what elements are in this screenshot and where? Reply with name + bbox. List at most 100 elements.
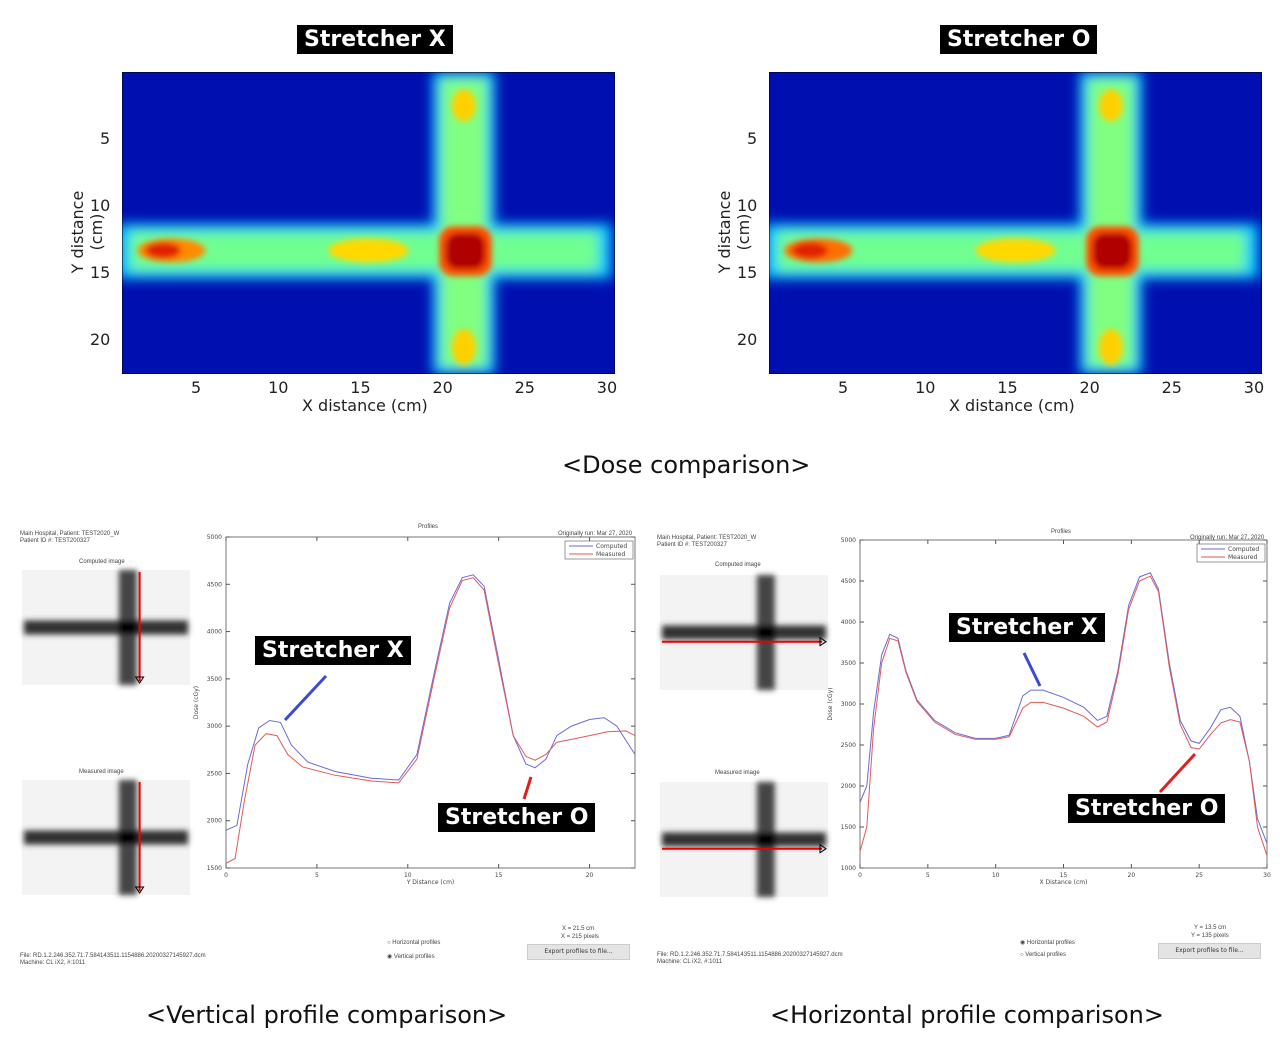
caption-dose: <Dose comparison> xyxy=(562,451,811,479)
legend-label: Measured xyxy=(1228,554,1258,561)
legend-label: Computed xyxy=(596,543,627,550)
arrow-icon xyxy=(819,636,827,647)
x-tick-label: 5 xyxy=(315,872,319,879)
hot-spot xyxy=(1098,329,1123,366)
y-tick-label: 15 xyxy=(737,263,758,283)
center-spot xyxy=(445,233,486,270)
file-name: File: RD.1.2.246.352.71.7.584143511.1154… xyxy=(20,953,206,959)
export-button[interactable]: Export profiles to file... xyxy=(1158,943,1261,959)
series-line-computed xyxy=(225,574,636,831)
y-axis-label: Y distance (cm) xyxy=(715,190,753,274)
x-axis-label: X distance (cm) xyxy=(949,396,1075,415)
x-tick-label: 5 xyxy=(837,378,849,397)
hot-spot xyxy=(1098,89,1123,122)
y-tick-label: 20 xyxy=(737,330,758,350)
y-tick-label: 5 xyxy=(100,129,111,149)
x-tick-label: 20 xyxy=(1079,378,1100,397)
y-axis-label: Dose (cGy) xyxy=(193,686,200,719)
thumbnail-center xyxy=(118,620,137,635)
y-tick-label: 5000 xyxy=(841,537,856,544)
position-pixels: X = 215 pixels xyxy=(561,934,599,940)
machine: Machine: CL iX2, #:1011 xyxy=(657,959,723,965)
radio-label: Horizontal profiles xyxy=(392,940,441,946)
caption-horizontal: <Horizontal profile comparison> xyxy=(770,1001,1164,1029)
x-tick-label: 30 xyxy=(1243,378,1265,397)
radio-horizontal[interactable]: ○ Horizontal profiles xyxy=(387,940,441,946)
originally-run: Originally run: Mar 27, 2020 xyxy=(558,531,633,537)
heatmap-background xyxy=(122,72,615,374)
x-tick-label: 15 xyxy=(495,872,503,879)
y-tick-label: 10 xyxy=(90,196,111,216)
radio-vertical[interactable]: ◉ Vertical profiles xyxy=(387,954,435,960)
heatmap-stretcher-o xyxy=(769,72,1262,374)
heatmap-title: Stretcher O xyxy=(940,25,1098,54)
annotation-stretcher-x: Stretcher X xyxy=(949,613,1105,642)
header-hospital: Main Hospital, Patient: TEST2020_W xyxy=(657,535,757,541)
position-cm: X = 21.5 cm xyxy=(562,926,595,932)
arrow-icon xyxy=(134,676,145,684)
hot-spot xyxy=(975,238,1056,263)
caption-vertical: <Vertical profile comparison> xyxy=(146,1001,508,1029)
annotation-stretcher-o: Stretcher O xyxy=(438,803,596,832)
annotation-stretcher-x: Stretcher X xyxy=(255,636,411,665)
hot-spot xyxy=(145,242,182,259)
thumbnail-cross xyxy=(24,570,188,685)
y-tick-label: 15 xyxy=(90,263,111,283)
pointer-stretcher-x xyxy=(1022,652,1042,687)
x-tick-label: 25 xyxy=(1161,378,1182,397)
hot-spots xyxy=(137,89,492,366)
header-patient-id: Patient ID #: TEST200327 xyxy=(20,538,90,544)
x-tick-label: 10 xyxy=(915,378,936,397)
export-button[interactable]: Export profiles to file... xyxy=(527,944,630,960)
profile-plot-horizontal: 0 5 10 15 20 25 30 1000 1500 2000 2500 3000 3500 4000… xyxy=(827,537,1271,886)
arrow-icon xyxy=(134,886,145,894)
x-tick-label: 15 xyxy=(350,378,371,397)
thumbnail-horizontal-band xyxy=(662,625,826,640)
series-line-measured xyxy=(859,575,1268,856)
hot-spots xyxy=(784,89,1139,366)
thumbnail-cross xyxy=(662,575,826,690)
thumbnail-horizontal-band xyxy=(24,830,188,845)
x-tick-label: 30 xyxy=(596,378,618,397)
x-tick-label: 10 xyxy=(992,872,1000,879)
radio-horizontal[interactable]: ◉ Horizontal profiles xyxy=(1020,940,1075,946)
y-axis-label: Y distance (cm) xyxy=(68,190,106,274)
y-tick-label: 2000 xyxy=(207,818,222,825)
profile-thumbnails xyxy=(22,570,828,897)
dose-field xyxy=(769,72,1259,374)
center-spot xyxy=(1092,233,1133,270)
pointer-stretcher-o xyxy=(1158,752,1197,794)
thumbnail-cross xyxy=(662,782,826,897)
series-line-measured xyxy=(225,577,636,864)
radio-vertical[interactable]: ○ Vertical profiles xyxy=(1020,952,1066,958)
hot-spot xyxy=(792,242,829,259)
x-tick-label: 0 xyxy=(858,872,862,879)
y-tick-label: 5 xyxy=(747,129,758,149)
x-tick-label: 15 xyxy=(1060,872,1068,879)
header-patient-id: Patient ID #: TEST200327 xyxy=(657,542,727,548)
y-tick-label: 3000 xyxy=(841,701,856,708)
originally-run: Originally run: Mar 27, 2020 xyxy=(1190,535,1265,541)
heatmap-title: Stretcher X xyxy=(297,25,453,54)
y-tick-label: 4500 xyxy=(207,581,222,588)
y-tick-label: 10 xyxy=(737,196,758,216)
arrow-icon xyxy=(819,843,827,854)
pointer-stretcher-x xyxy=(283,674,328,722)
thumbnail-horizontal-band xyxy=(24,620,188,635)
vertical-core xyxy=(440,78,487,368)
plot-title: Profiles xyxy=(1051,529,1072,535)
x-axis-label: Y Distance (cm) xyxy=(406,879,455,886)
y-tick-label: 20 xyxy=(90,330,111,350)
x-tick-label: 20 xyxy=(586,872,594,879)
y-tick-label: 2500 xyxy=(207,770,222,777)
radio-label: Vertical profiles xyxy=(1025,952,1066,958)
y-tick-label: 4500 xyxy=(841,578,856,585)
computed-image-label: Computed image xyxy=(79,559,125,565)
y-tick-label: 5000 xyxy=(207,534,222,541)
x-tick-label: 20 xyxy=(432,378,453,397)
y-tick-label: 1500 xyxy=(841,824,856,831)
legend-label: Measured xyxy=(596,551,626,558)
y-tick-label: 3500 xyxy=(207,676,222,683)
x-tick-label: 0 xyxy=(224,872,228,879)
